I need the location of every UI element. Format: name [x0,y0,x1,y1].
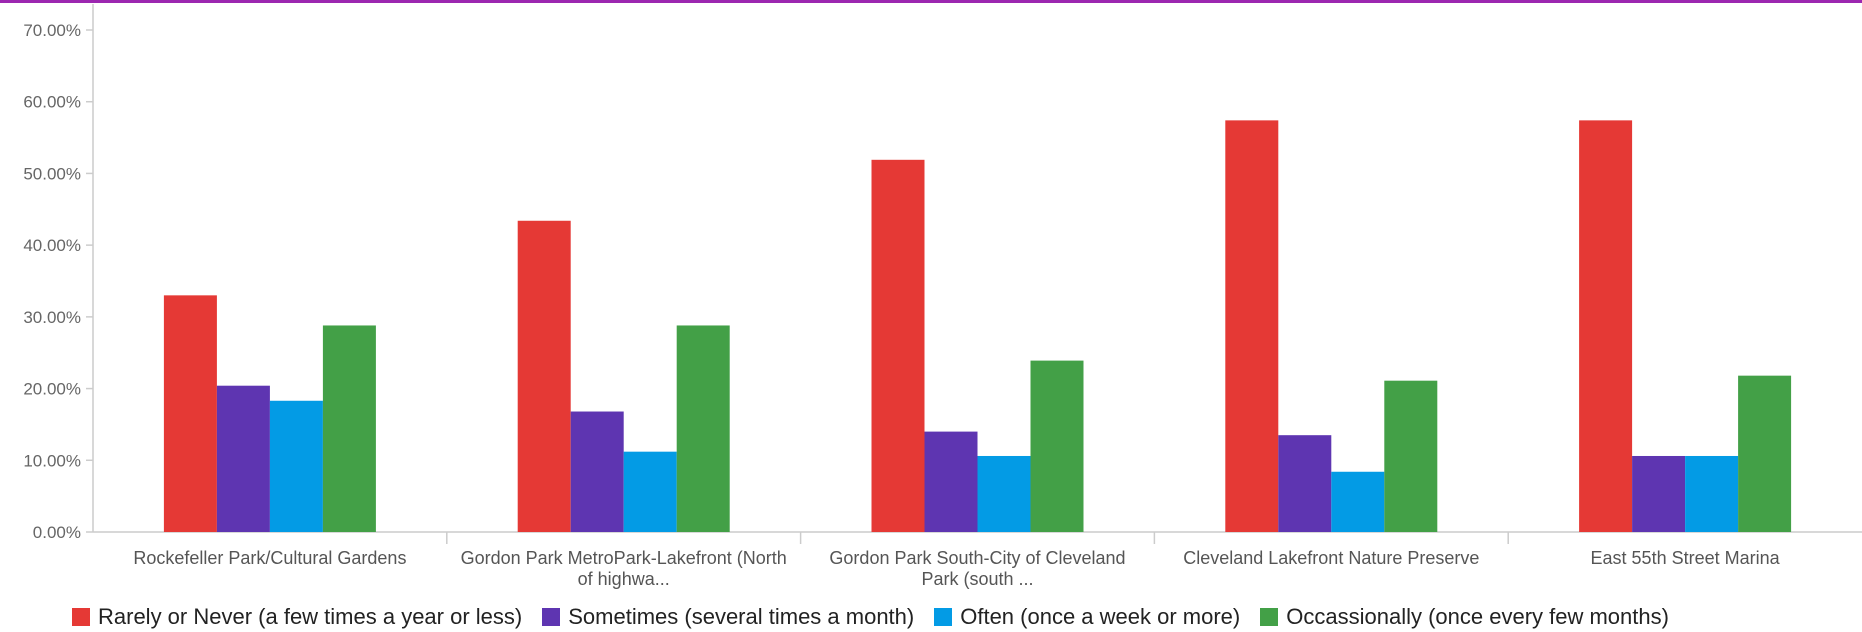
bar [1738,375,1792,532]
x-category-label: Rockefeller Park/Cultural Gardens [133,548,406,568]
y-tick-label: 30.00% [23,308,81,327]
x-category-label: Gordon Park South-City of Cleveland [829,548,1125,568]
bar [924,431,978,532]
legend-label: Sometimes (several times a month) [568,604,915,629]
legend-swatch [72,608,90,626]
bar [1579,120,1633,533]
bar [1384,380,1438,532]
legend-swatch [934,608,953,626]
bar [269,400,323,532]
legend-swatch [542,608,561,626]
y-tick-label: 40.00% [23,236,81,255]
legend-item: Often (once a week or more) [934,604,1240,630]
bar [517,220,571,532]
y-tick-label: 20.00% [23,380,81,399]
bar [977,455,1031,532]
bar [322,325,376,532]
legend-item: Sometimes (several times a month) [542,604,914,630]
legend-label: Often (once a week or more) [960,604,1241,629]
legend-label: Occassionally (once every few months) [1286,604,1669,629]
bar [1632,455,1686,532]
bar [623,451,677,532]
legend-item: Rarely or Never (a few times a year or l… [72,604,522,630]
y-tick-label: 50.00% [23,164,81,183]
bar [1278,435,1332,532]
legend-label: Rarely or Never (a few times a year or l… [98,604,523,629]
y-tick-label: 0.00% [33,523,81,542]
bar [676,325,730,532]
x-category-label: of highwa... [578,569,670,589]
x-category-label: Park (south ... [921,569,1033,589]
bar [871,159,925,532]
y-tick-label: 60.00% [23,93,81,112]
x-category-label: East 55th Street Marina [1591,548,1781,568]
bar [570,411,624,532]
bar [1225,120,1279,533]
y-tick-label: 10.00% [23,451,81,470]
bar [1030,360,1084,532]
legend-item: Occassionally (once every few months) [1260,604,1669,630]
bar-chart: 0.00% 10.00% 20.00% 30.00% 40.00% 50.00% 60.00… [23,4,1862,589]
bar [163,295,217,532]
legend-swatch [1260,608,1279,626]
y-tick-label: 70.00% [23,21,81,40]
chart-legend: Rarely or Never (a few times a year or l… [72,603,1689,631]
bar [1331,471,1385,532]
panel-top-border [0,0,1862,3]
bar [216,385,270,532]
bar [1685,455,1739,532]
x-category-label: Gordon Park MetroPark-Lakefront (North [461,548,787,568]
x-category-label: Cleveland Lakefront Nature Preserve [1183,548,1479,568]
